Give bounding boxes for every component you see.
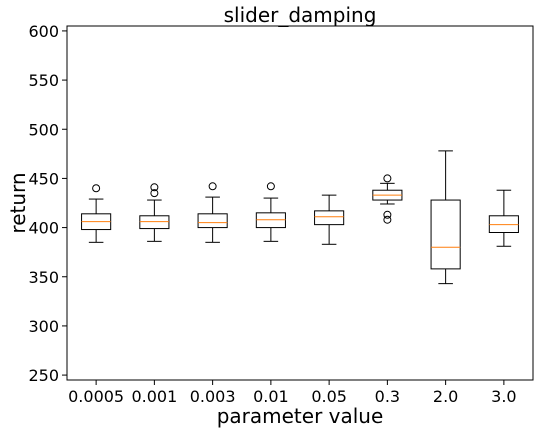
plot-frame — [66, 25, 534, 381]
box-series-6 — [430, 150, 461, 285]
y-tick-label: 250 — [28, 366, 59, 385]
y-tick-label: 400 — [28, 219, 59, 238]
y-tick-label: 500 — [28, 120, 59, 139]
x-tick-label: 0.0005 — [68, 387, 124, 406]
y-tick-label: 300 — [28, 317, 59, 336]
box-iqr — [430, 199, 461, 270]
box-series-2 — [197, 182, 228, 243]
y-tick-label: 350 — [28, 268, 59, 287]
x-tick-label: 0.001 — [131, 387, 177, 406]
x-axis-label: parameter value — [217, 404, 384, 428]
box-iqr — [314, 210, 345, 226]
x-tick-label: 3.0 — [491, 387, 516, 406]
x-tick-label: 2.0 — [433, 387, 458, 406]
x-tick-label: 0.003 — [190, 387, 236, 406]
flier-point — [150, 189, 159, 198]
flier-point — [92, 184, 101, 193]
boxes-group — [81, 150, 519, 285]
box-iqr — [197, 213, 228, 229]
y-tick-label: 550 — [28, 71, 59, 90]
flier-point — [208, 182, 217, 191]
x-axis: 0.0005 0.001 0.003 0.01 0.05 0.3 2.0 3.0 — [68, 380, 517, 406]
box-series-7 — [488, 189, 519, 247]
box-series-0 — [81, 184, 112, 243]
box-series-5 — [372, 174, 403, 224]
y-tick-label: 600 — [28, 22, 59, 41]
y-axis-label: return — [6, 172, 30, 233]
y-axis: 250 300 350 400 450 500 550 600 — [28, 22, 67, 385]
box-series-4 — [314, 194, 345, 245]
y-tick-label: 450 — [28, 169, 59, 188]
box-series-1 — [139, 183, 170, 242]
chart-title: slider_damping — [224, 3, 377, 27]
flier-point — [383, 215, 392, 224]
flier-point — [383, 174, 392, 183]
x-tick-label: 0.01 — [253, 387, 289, 406]
flier-point — [383, 210, 392, 219]
flier-point — [266, 182, 275, 191]
x-tick-label: 0.3 — [375, 387, 400, 406]
box-series-3 — [255, 182, 286, 242]
flier-point — [150, 183, 159, 192]
x-tick-label: 0.05 — [311, 387, 347, 406]
